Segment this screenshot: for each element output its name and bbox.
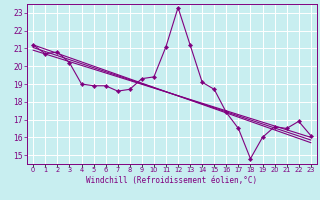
X-axis label: Windchill (Refroidissement éolien,°C): Windchill (Refroidissement éolien,°C) (86, 176, 258, 185)
